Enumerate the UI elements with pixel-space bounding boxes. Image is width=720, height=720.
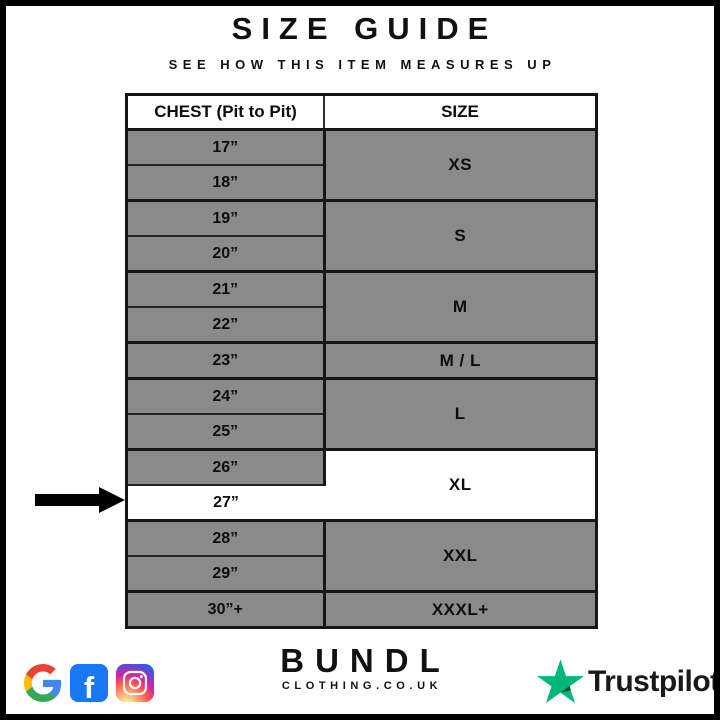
- chest-cell: 19”: [126, 199, 326, 236]
- arrow-right-icon: [35, 487, 125, 513]
- size-cell-highlighted: XL: [324, 448, 597, 521]
- size-cell: M / L: [324, 341, 597, 379]
- size-cell: XS: [324, 128, 597, 201]
- chest-cell: 17”: [126, 128, 326, 165]
- trustpilot-star-icon: [537, 659, 584, 703]
- size-cell: S: [324, 199, 597, 272]
- chest-cell: 23”: [126, 341, 326, 379]
- table-row: 26” XL: [126, 448, 597, 521]
- table-row: 24” L: [126, 377, 597, 450]
- facebook-icon[interactable]: f: [70, 664, 108, 702]
- chest-cell: 22”: [126, 306, 326, 343]
- table-row: 20”: [126, 235, 597, 272]
- chest-cell: 18”: [126, 164, 326, 201]
- brand-logo: BUNDL CLOTHING.CO.UK: [0, 644, 720, 692]
- page-title: SIZE GUIDE: [231, 11, 498, 46]
- chest-cell: 30”+: [126, 590, 326, 628]
- table-row: 23” M / L: [126, 341, 597, 379]
- chest-cell: 24”: [126, 377, 326, 414]
- chest-cell: 28”: [126, 519, 326, 556]
- table-row: 17” XS: [126, 128, 597, 201]
- chest-cell-highlighted: 27”: [126, 484, 324, 521]
- table-row: 28” XXL: [126, 519, 597, 592]
- chest-cell: 29”: [126, 555, 326, 592]
- table-row: 29”: [126, 555, 597, 592]
- trustpilot-logo[interactable]: Trustpilot: [537, 659, 720, 704]
- google-icon[interactable]: [24, 664, 62, 702]
- chest-cell: 26”: [126, 448, 326, 485]
- size-guide-table: CHEST (Pit to Pit) SIZE 17” XS 18” 19” S…: [125, 93, 598, 629]
- brand-name: BUNDL: [280, 642, 451, 679]
- table-row: 19” S: [126, 199, 597, 272]
- column-header-size: SIZE: [324, 94, 597, 131]
- table-row: 30”+ XXXL+: [126, 590, 597, 628]
- table-header-row: CHEST (Pit to Pit) SIZE: [126, 94, 597, 131]
- social-icons: f: [24, 664, 154, 702]
- size-cell: L: [324, 377, 597, 450]
- facebook-f-glyph: f: [83, 670, 95, 702]
- table-row: 21” M: [126, 270, 597, 343]
- instagram-icon[interactable]: [116, 664, 154, 702]
- column-header-chest: CHEST (Pit to Pit): [126, 94, 325, 131]
- page-subtitle: SEE HOW THIS ITEM MEASURES UP: [168, 57, 557, 72]
- trustpilot-wordmark: Trustpilot: [588, 664, 720, 698]
- chest-cell: 21”: [126, 270, 326, 307]
- size-cell: M: [324, 270, 597, 343]
- table-row-highlighted: 27”: [126, 484, 597, 521]
- table-row: 22”: [126, 306, 597, 343]
- chest-cell: 20”: [126, 235, 326, 272]
- chest-cell: 25”: [126, 413, 326, 450]
- brand-domain: CLOTHING.CO.UK: [281, 680, 443, 692]
- table-row: 18”: [126, 164, 597, 201]
- size-cell: XXL: [324, 519, 597, 592]
- size-cell: XXXL+: [324, 590, 597, 628]
- table-row: 25”: [126, 413, 597, 450]
